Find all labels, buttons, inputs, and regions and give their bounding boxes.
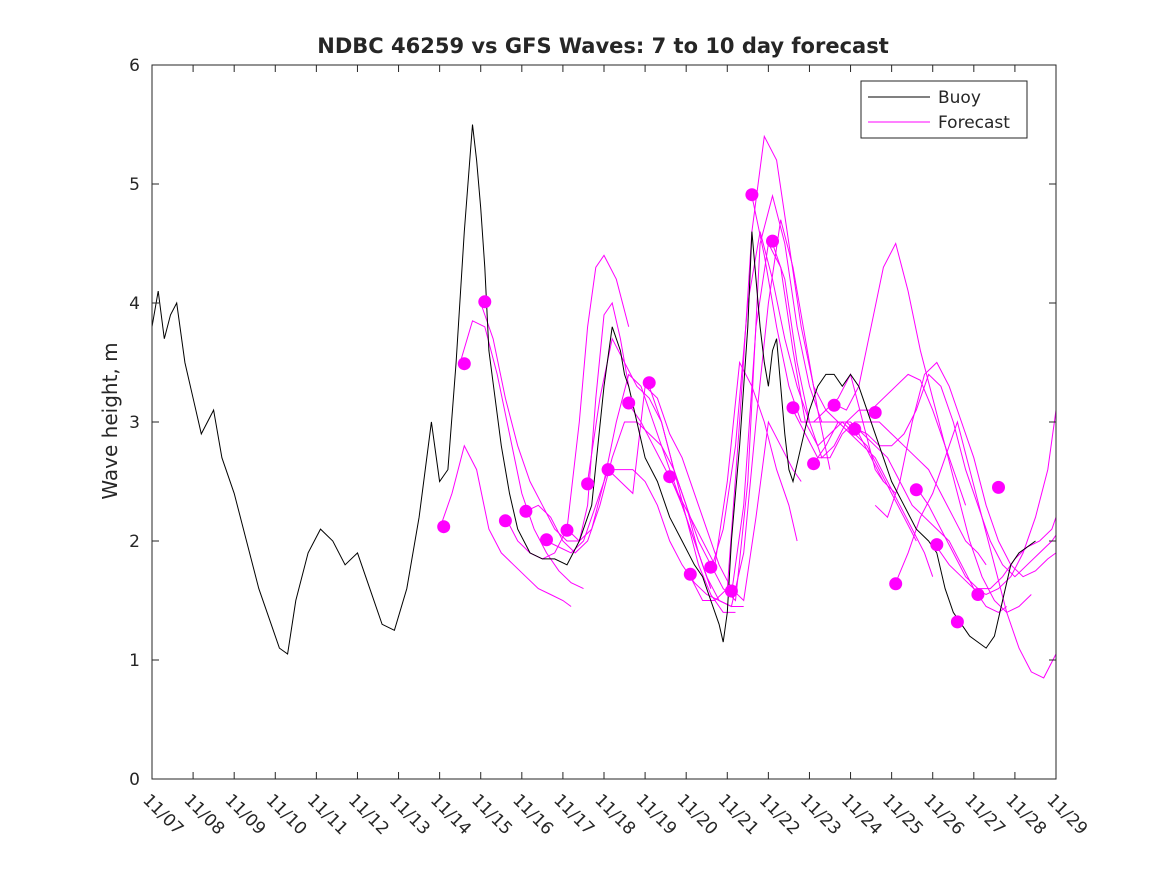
legend-buoy-label: Buoy <box>938 88 981 108</box>
forecast-marker <box>889 577 903 591</box>
forecast-series-line <box>480 301 630 542</box>
forecast-marker <box>622 396 636 410</box>
forecast-marker <box>601 463 615 477</box>
y-tick-label: 2 <box>129 532 140 552</box>
forecast-marker <box>519 504 533 518</box>
forecast-marker <box>950 615 964 629</box>
plot-area <box>151 124 1057 679</box>
forecast-series-line <box>792 409 987 566</box>
forecast-series-line <box>895 420 1057 679</box>
y-tick-label: 0 <box>129 770 140 790</box>
forecast-marker <box>724 584 738 598</box>
forecast-marker <box>457 357 471 371</box>
y-tick-label: 3 <box>129 413 140 433</box>
y-tick-label: 1 <box>129 651 140 671</box>
forecast-marker <box>909 483 923 497</box>
forecast-marker <box>540 533 553 547</box>
y-tick-label: 4 <box>129 294 140 314</box>
forecast-series-line <box>854 373 1057 578</box>
forecast-marker <box>827 398 841 412</box>
forecast-marker <box>766 234 779 248</box>
chart-title: NDBC 46259 vs GFS Waves: 7 to 10 day for… <box>317 34 888 58</box>
legend-box <box>860 80 1028 139</box>
forecast-marker <box>971 588 985 601</box>
forecast-marker <box>642 376 656 390</box>
forecast-marker <box>663 470 677 484</box>
forecast-marker <box>992 480 1005 494</box>
forecast-marker <box>807 457 821 471</box>
y-tick-label: 6 <box>129 56 140 76</box>
forecast-series-line <box>730 241 917 595</box>
forecast-series-line <box>669 219 831 608</box>
forecast-series-line <box>751 195 934 577</box>
forecast-marker <box>868 406 882 419</box>
buoy-series-line <box>151 124 1036 655</box>
forecast-series-line <box>648 193 823 602</box>
forecast-series-line <box>710 231 897 571</box>
forecast-marker <box>683 567 697 581</box>
forecast-series-line <box>546 469 744 607</box>
y-tick-label: 5 <box>129 175 140 195</box>
forecast-marker <box>437 520 451 534</box>
forecast-marker <box>581 477 595 491</box>
legend-forecast-label: Forecast <box>938 113 1010 133</box>
forecast-marker <box>478 295 492 309</box>
forecast-marker <box>786 401 800 415</box>
forecast-series-line <box>936 410 1057 596</box>
y-axis-label: Wave height, m <box>98 342 122 499</box>
forecast-series-line <box>915 487 1057 590</box>
forecast-series-line <box>504 254 630 560</box>
forecast-marker <box>930 538 944 552</box>
legend: Buoy Forecast <box>860 80 1028 139</box>
forecast-series-line <box>439 444 572 607</box>
forecast-series-line <box>874 361 1057 578</box>
forecast-marker <box>560 523 574 537</box>
forecast-marker <box>704 560 718 574</box>
forecast-marker <box>498 514 512 528</box>
forecast-series-line <box>833 242 1032 614</box>
forecast-marker <box>848 422 862 436</box>
forecast-series-line <box>459 320 584 590</box>
forecast-series-line <box>689 134 884 601</box>
forecast-marker <box>745 188 759 202</box>
